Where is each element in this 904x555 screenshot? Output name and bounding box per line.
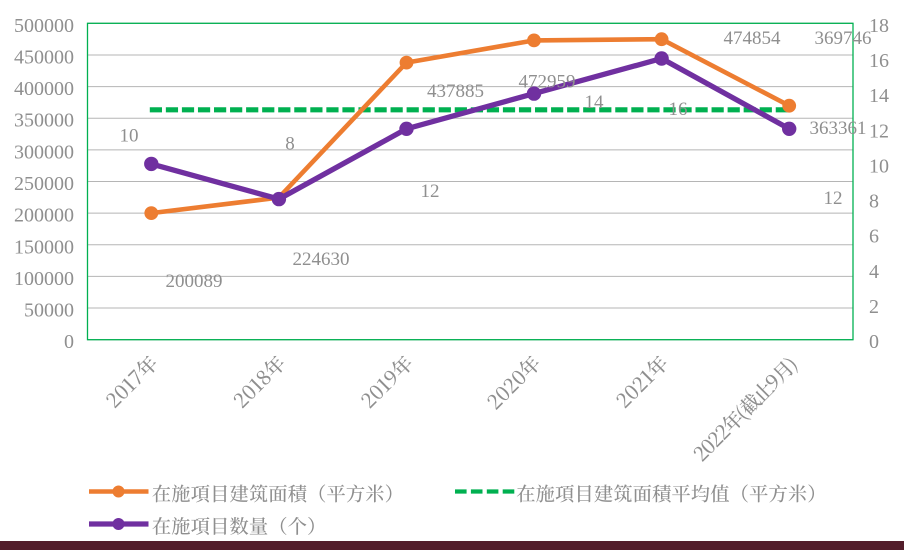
svg-text:350000: 350000 bbox=[14, 110, 74, 132]
svg-text:250000: 250000 bbox=[14, 173, 74, 195]
svg-text:4: 4 bbox=[869, 261, 879, 283]
svg-text:16: 16 bbox=[669, 99, 688, 120]
svg-text:10: 10 bbox=[869, 155, 889, 177]
svg-text:2: 2 bbox=[869, 296, 879, 318]
svg-text:474854: 474854 bbox=[724, 28, 782, 49]
svg-text:369746: 369746 bbox=[815, 28, 872, 49]
svg-text:16: 16 bbox=[869, 50, 889, 72]
svg-text:300000: 300000 bbox=[14, 141, 74, 163]
svg-text:200000: 200000 bbox=[14, 205, 74, 227]
svg-text:10: 10 bbox=[120, 125, 139, 146]
svg-text:450000: 450000 bbox=[14, 46, 74, 68]
svg-text:100000: 100000 bbox=[14, 268, 74, 290]
svg-text:8: 8 bbox=[869, 191, 879, 213]
svg-text:472959: 472959 bbox=[519, 71, 576, 92]
svg-text:12: 12 bbox=[869, 120, 889, 142]
svg-text:363361: 363361 bbox=[810, 118, 867, 139]
svg-text:437885: 437885 bbox=[427, 81, 484, 102]
svg-text:200089: 200089 bbox=[166, 271, 223, 292]
svg-text:12: 12 bbox=[421, 181, 440, 202]
svg-text:500000: 500000 bbox=[14, 15, 74, 37]
svg-text:150000: 150000 bbox=[14, 236, 74, 258]
svg-text:0: 0 bbox=[869, 331, 879, 353]
svg-text:12: 12 bbox=[824, 188, 843, 209]
svg-text:8: 8 bbox=[285, 133, 295, 154]
svg-text:14: 14 bbox=[869, 85, 889, 107]
svg-text:0: 0 bbox=[64, 331, 74, 353]
svg-text:18: 18 bbox=[869, 15, 889, 37]
svg-text:224630: 224630 bbox=[293, 249, 350, 270]
svg-text:14: 14 bbox=[585, 92, 605, 113]
svg-text:400000: 400000 bbox=[14, 78, 74, 100]
svg-text:6: 6 bbox=[869, 226, 879, 248]
svg-text:50000: 50000 bbox=[24, 300, 74, 322]
